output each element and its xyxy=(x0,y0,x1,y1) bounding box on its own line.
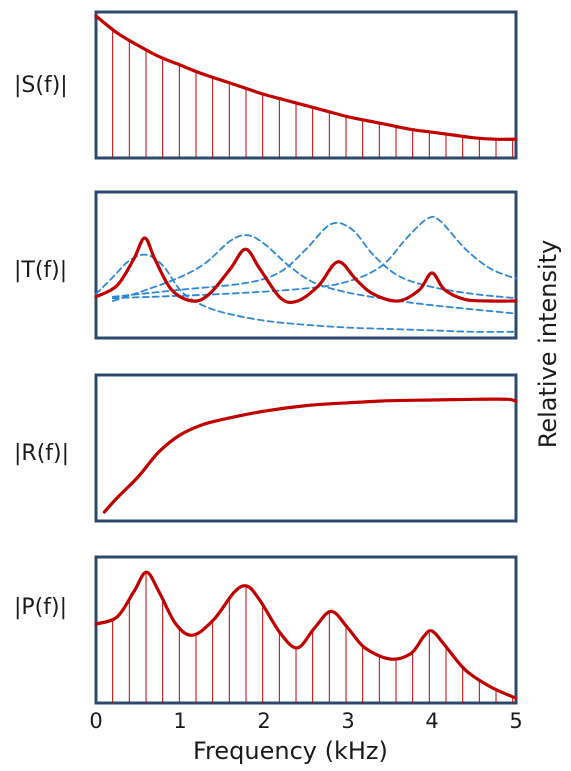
x-tick-label: 1 xyxy=(173,709,187,733)
panel-r xyxy=(94,373,518,523)
panel-frame-t xyxy=(94,190,518,340)
x-tick-label: 2 xyxy=(257,709,271,733)
x-tick-label: 5 xyxy=(509,709,523,733)
panel-p xyxy=(94,555,518,705)
series-line-solid-p xyxy=(94,570,518,700)
panel-label-r: |R(f)| xyxy=(14,441,70,466)
panel-frame-p xyxy=(94,555,518,705)
panel-label-t: |T(f)| xyxy=(14,258,68,283)
y-axis-label: Relative intensity xyxy=(534,239,562,449)
series-line-solid-s xyxy=(94,14,518,141)
x-tick-label: 4 xyxy=(425,709,439,733)
panel-s xyxy=(94,10,518,160)
x-axis-label: Frequency (kHz) xyxy=(193,737,388,765)
panel-frame-r xyxy=(94,373,518,523)
panel-t xyxy=(94,190,518,340)
series-line-dashed-t xyxy=(111,221,517,300)
x-tick-label: 3 xyxy=(341,709,355,733)
series-line-solid-t xyxy=(94,236,518,305)
panel-frame-s xyxy=(94,10,518,160)
x-tick-label: 0 xyxy=(89,709,103,733)
series-line-solid-r xyxy=(102,397,518,514)
series-line-dashed-t xyxy=(111,215,517,300)
panel-label-s: |S(f)| xyxy=(14,73,68,98)
panel-label-p: |P(f)| xyxy=(14,595,68,620)
series-line-dashed-t xyxy=(111,234,517,315)
